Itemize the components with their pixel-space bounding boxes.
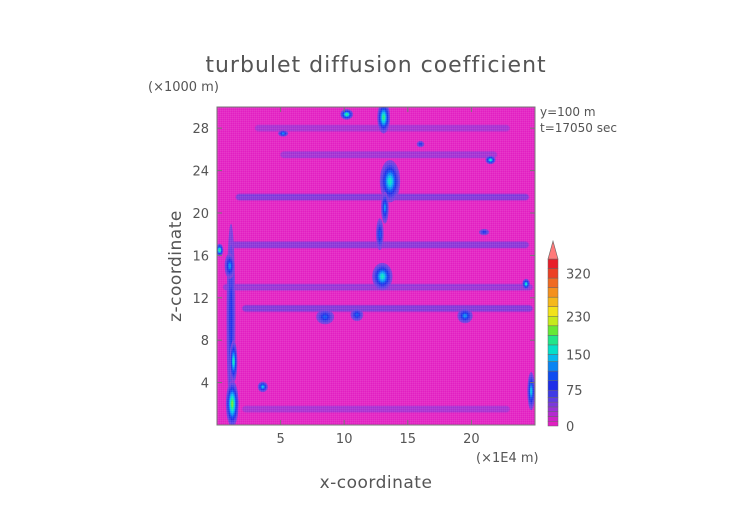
x-tick-label: 15 (400, 432, 417, 447)
x-tick-label: 10 (336, 432, 353, 447)
annotation-time: t=17050 sec (540, 121, 617, 135)
colorbar-swatch (547, 389, 559, 398)
colorbar-swatch (547, 268, 559, 279)
y-tick-label: 24 (192, 165, 209, 180)
colorbar-tick-label: 75 (566, 384, 583, 399)
colorbar-swatch (547, 296, 559, 307)
x-axis-label: x-coordinate (320, 473, 433, 493)
colorbar-extend-arrow (547, 239, 559, 260)
x-tick-label: 5 (276, 432, 284, 447)
x-axis-ticks: 5 10 15 20 (276, 107, 480, 447)
colorbar-swatch (547, 411, 559, 417)
y-tick-label: 12 (192, 292, 209, 307)
colorbar-swatch (547, 277, 559, 288)
colorbar-swatch (547, 370, 559, 381)
colorbar-swatch (547, 420, 559, 427)
colorbar-swatch (547, 344, 559, 355)
colorbar-swatch (547, 316, 559, 327)
colorbar-tick-label: 320 (566, 267, 591, 282)
y-axis-ticks: 4 8 12 16 20 24 28 (192, 122, 535, 392)
colorbar-tick-label: 230 (566, 310, 591, 325)
y-tick-label: 4 (201, 377, 209, 392)
x-unit-label: (×1E4 m) (476, 451, 539, 466)
colorbar-tick-label: 0 (566, 420, 574, 435)
y-tick-label: 16 (192, 249, 209, 264)
colorbar-swatch (547, 380, 559, 391)
colorbar-swatch (547, 361, 559, 372)
colorbar-swatch (547, 258, 559, 269)
colorbar-swatch (547, 416, 559, 422)
plot-frame (216, 106, 536, 426)
y-unit-label: (×1000 m) (148, 80, 219, 95)
colorbar: 0 75 150 230 320 (547, 239, 591, 435)
colorbar-swatch (547, 287, 559, 298)
plot-area: 5 10 15 20 4 8 12 16 20 24 28 (192, 106, 536, 447)
colorbar-swatch (547, 325, 559, 336)
y-tick-label: 20 (192, 207, 209, 222)
chart-title: turbulet diffusion coefficient (205, 53, 546, 78)
colorbar-swatch (547, 306, 559, 317)
colorbar-swatch (547, 354, 559, 362)
y-axis-label: z-coordinate (166, 210, 186, 322)
colorbar-swatch (547, 406, 559, 412)
colorbar-swatch (547, 397, 559, 403)
grid-texture (217, 107, 535, 425)
y-tick-label: 8 (201, 334, 209, 349)
colorbar-tick-label: 150 (566, 348, 591, 363)
colorbar-swatch (547, 401, 559, 408)
annotation-y: y=100 m (540, 105, 596, 119)
y-tick-label: 28 (192, 122, 209, 137)
colorbar-swatch (547, 335, 559, 346)
x-tick-label: 20 (463, 432, 480, 447)
